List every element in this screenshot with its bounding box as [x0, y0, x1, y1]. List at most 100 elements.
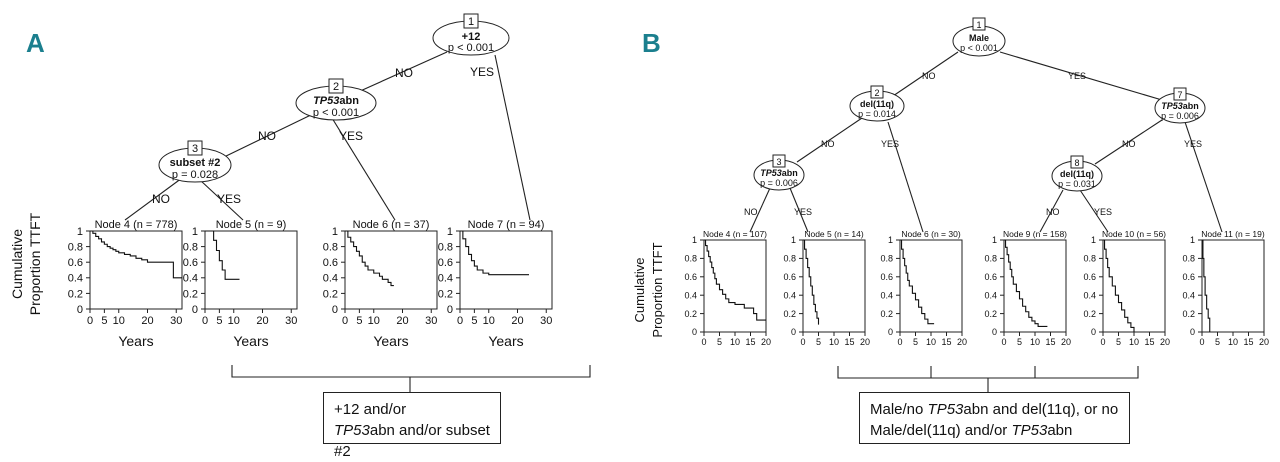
x-tick-label: 15	[1144, 337, 1154, 347]
panel-a-plot-1: Node 4 (n = 778)00.20.40.60.810 5 10 20 30Ye…	[68, 219, 183, 349]
svg-text:NO: NO	[821, 139, 835, 149]
y-tick-label: 0.4	[684, 290, 697, 300]
y-tick-label: 0.8	[684, 254, 697, 264]
svg-text:1: 1	[976, 20, 981, 30]
panel-a-node-3: 3 subset #2 p = 0.028	[158, 140, 232, 183]
svg-text:YES: YES	[470, 65, 494, 79]
panel-b-plot-3: Node 6 (n = 30)00.20.40.60.810 5 10 15 20	[880, 229, 967, 347]
svg-text:NO: NO	[1046, 207, 1060, 217]
x-tick-label: 0	[202, 315, 208, 327]
x-tick-label: 15	[844, 337, 854, 347]
x-tick-label: 0	[897, 337, 902, 347]
terminal-node-title: Node 4 (n = 107)	[703, 229, 767, 239]
svg-text:+12: +12	[462, 31, 481, 43]
y-tick-label: 0.2	[984, 309, 997, 319]
x-tick-label: 5	[816, 337, 821, 347]
km-curve	[345, 230, 394, 287]
x-axis-label: Years	[118, 333, 153, 349]
plot-frame	[1003, 239, 1067, 333]
svg-text:p = 0.006: p = 0.006	[760, 178, 798, 188]
y-tick-label: 0.2	[1182, 309, 1195, 319]
km-curve	[1103, 239, 1135, 332]
panel-a-edge-labels: NO YES NO YES NO YES	[152, 65, 494, 206]
x-axis-label: Years	[233, 333, 268, 349]
y-tick-label: 1	[692, 235, 697, 245]
y-tick-label: 0.4	[68, 273, 83, 285]
y-tick-label: 0.6	[68, 257, 83, 269]
x-tick-label: 5	[1017, 337, 1022, 347]
svg-text:YES: YES	[339, 129, 363, 143]
x-axis-label: Years	[488, 333, 523, 349]
y-tick-label: 0.6	[783, 272, 796, 282]
y-tick-label: 0.2	[783, 309, 796, 319]
svg-text:p < 0.001: p < 0.001	[960, 43, 998, 53]
terminal-node-title: Node 10 (n = 56)	[1102, 229, 1166, 239]
x-tick-label: 5	[471, 315, 477, 327]
x-tick-label: 10	[483, 315, 495, 327]
y-tick-label: 0.8	[68, 241, 83, 253]
x-tick-label: 0	[1199, 337, 1204, 347]
y-tick-label: 0	[888, 327, 893, 337]
plot-frame	[703, 239, 767, 333]
panel-a-tree-edges	[124, 51, 531, 221]
y-tick-label: 1	[192, 226, 198, 238]
x-tick-label: 20	[957, 337, 967, 347]
panel-b-summary-box: Male/no TP53abn and del(11q), or no Male…	[859, 392, 1130, 444]
svg-text:1: 1	[468, 16, 474, 28]
y-tick-label: 0.6	[1182, 272, 1195, 282]
svg-text:del(11q): del(11q)	[860, 99, 894, 109]
y-tick-label: 0.2	[1083, 309, 1096, 319]
panel-a-letter: A	[26, 28, 45, 58]
y-tick-label: 0	[447, 304, 453, 316]
y-tick-label: 1	[992, 235, 997, 245]
svg-text:subset #2: subset #2	[170, 157, 221, 169]
km-curve	[90, 230, 182, 279]
svg-text:del(11q): del(11q)	[1060, 169, 1094, 179]
x-tick-label: 20	[1259, 337, 1269, 347]
terminal-node-title: Node 5 (n = 14)	[804, 229, 863, 239]
x-tick-label: 0	[457, 315, 463, 327]
y-tick-label: 0.2	[68, 288, 83, 300]
plot-frame	[1201, 239, 1265, 333]
svg-text:7: 7	[1177, 90, 1182, 100]
y-tick-label: 0.8	[1083, 254, 1096, 264]
y-tick-label: 0.4	[880, 290, 893, 300]
y-tick-label: 0.6	[438, 257, 453, 269]
svg-text:NO: NO	[744, 207, 758, 217]
plot-frame	[459, 230, 553, 310]
x-tick-label: 10	[1030, 337, 1040, 347]
x-tick-label: 10	[1129, 337, 1139, 347]
terminal-node-title: Node 9 (n = 158)	[1003, 229, 1067, 239]
y-tick-label: 0.8	[783, 254, 796, 264]
svg-text:YES: YES	[217, 192, 241, 206]
y-tick-label: 0.4	[438, 273, 453, 285]
y-tick-label: 0	[1190, 327, 1195, 337]
x-tick-label: 5	[913, 337, 918, 347]
svg-text:YES: YES	[881, 139, 899, 149]
y-tick-label: 1	[888, 235, 893, 245]
svg-text:YES: YES	[1184, 139, 1202, 149]
terminal-node-title: Node 6 (n = 30)	[901, 229, 960, 239]
km-curve	[205, 230, 240, 280]
x-tick-label: 10	[730, 337, 740, 347]
x-tick-label: 15	[1045, 337, 1055, 347]
y-tick-label: 1	[1091, 235, 1096, 245]
x-tick-label: 20	[141, 315, 153, 327]
y-tick-label: 0	[992, 327, 997, 337]
panel-a-plot-3: Node 6 (n = 37)00.20.40.60.810 5 10 20 30Yea…	[323, 219, 438, 349]
y-tick-label: 0.2	[438, 288, 453, 300]
svg-text:YES: YES	[794, 207, 812, 217]
y-tick-label: 1	[332, 226, 338, 238]
svg-text:p = 0.006: p = 0.006	[1161, 111, 1199, 121]
y-tick-label: 0.2	[323, 288, 338, 300]
terminal-node-title: Node 7 (n = 94)	[468, 219, 545, 231]
km-curve	[900, 239, 935, 325]
y-tick-label: 0	[192, 304, 198, 316]
panel-a-terminal-plots: Node 4 (n = 778)00.20.40.60.810 5 10 20 30Ye…	[68, 219, 553, 349]
terminal-node-title: Node 4 (n = 778)	[95, 219, 178, 231]
x-tick-label: 0	[1001, 337, 1006, 347]
panel-b-letter: B	[642, 28, 661, 58]
y-tick-label: 0.6	[684, 272, 697, 282]
plot-frame	[344, 230, 438, 310]
svg-text:NO: NO	[395, 66, 413, 80]
